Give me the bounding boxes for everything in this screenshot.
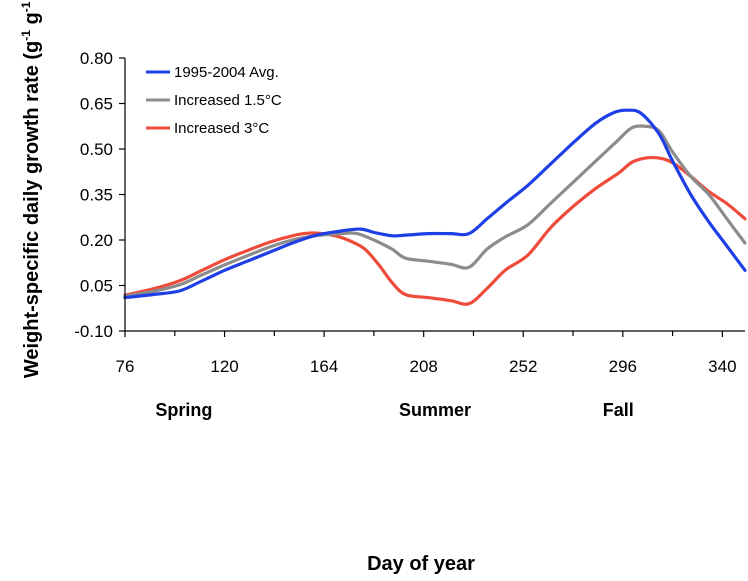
y-ticks: -0.10 0.05 0.20 0.35 0.50 0.65 0.80 bbox=[74, 49, 125, 341]
legend-label-1-5c: Increased 1.5°C bbox=[174, 92, 282, 109]
y-tick-label: 0.35 bbox=[80, 186, 113, 205]
x-axis-title: Day of year bbox=[367, 553, 475, 575]
y-tick-label: 0.65 bbox=[80, 95, 113, 114]
y-axis-title-main: Weight-specific daily growth rate (g bbox=[21, 41, 43, 378]
y-tick-label: -0.10 bbox=[74, 322, 113, 341]
x-ticks: 76 120 164 208 252 296 340 bbox=[116, 331, 737, 376]
x-tick-label: 340 bbox=[708, 357, 736, 376]
series-layer bbox=[123, 108, 747, 306]
season-label: Spring bbox=[155, 400, 212, 420]
y-axis-title-end: d bbox=[21, 0, 43, 2]
season-label: Fall bbox=[603, 400, 634, 420]
x-tick-label: 252 bbox=[509, 357, 537, 376]
y-tick-label: 0.20 bbox=[80, 231, 113, 250]
x-tick-label: 164 bbox=[310, 357, 338, 376]
y-axis-title-sup1: -1 bbox=[19, 30, 33, 41]
y-tick-label: 0.50 bbox=[80, 140, 113, 159]
x-tick-label: 296 bbox=[609, 357, 637, 376]
plot-area: -0.10 0.05 0.20 0.35 0.50 0.65 0.80 76 120 164 20… bbox=[74, 49, 747, 420]
y-tick-label: 0.05 bbox=[80, 277, 113, 296]
series-line-1-5c bbox=[123, 124, 747, 298]
series-line-3c bbox=[123, 155, 747, 306]
series-line-avg bbox=[123, 108, 747, 300]
x-tick-label: 76 bbox=[116, 357, 135, 376]
x-tick-label: 208 bbox=[409, 357, 437, 376]
season-labels: Spring Summer Fall bbox=[155, 400, 633, 420]
y-axis-title: Weight-specific daily growth rate (g-1 g… bbox=[19, 0, 43, 378]
season-label: Summer bbox=[399, 400, 471, 420]
legend-label-3c: Increased 3°C bbox=[174, 120, 269, 137]
legend: 1995-2004 Avg. Increased 1.5°C Increased… bbox=[146, 64, 282, 137]
y-axis-title-mid: g bbox=[21, 12, 43, 30]
x-tick-label: 120 bbox=[210, 357, 238, 376]
y-axis-title-sup2: -1 bbox=[19, 1, 33, 12]
legend-label-avg: 1995-2004 Avg. bbox=[174, 64, 279, 81]
y-tick-label: 0.80 bbox=[80, 49, 113, 68]
